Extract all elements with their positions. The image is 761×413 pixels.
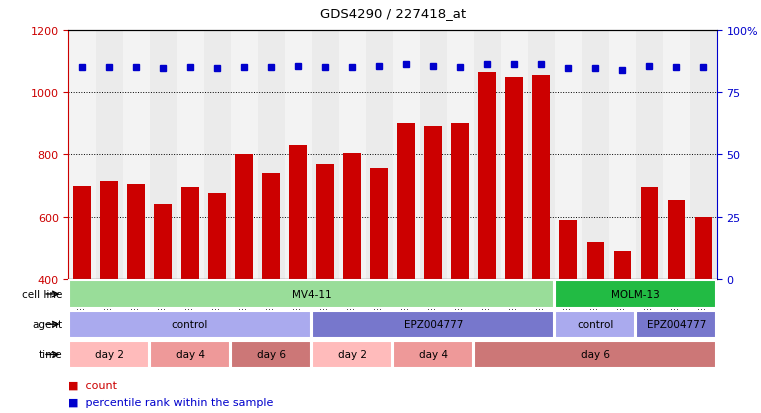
Bar	[425, 127, 442, 279]
Bar	[587, 242, 604, 279]
Bar	[609, 31, 635, 279]
Bar	[257, 31, 285, 279]
Bar	[533, 76, 550, 279]
Bar	[204, 31, 231, 279]
Text: GDS4290 / 227418_at: GDS4290 / 227418_at	[320, 7, 466, 20]
Text: ■  count: ■ count	[68, 380, 117, 390]
Bar	[505, 78, 523, 279]
Bar	[556, 281, 716, 308]
Bar	[555, 31, 581, 279]
Text: ■  percentile rank within the sample: ■ percentile rank within the sample	[68, 397, 274, 407]
Bar	[127, 185, 145, 279]
Bar	[581, 31, 609, 279]
Bar	[312, 311, 554, 338]
Bar	[473, 31, 501, 279]
Bar	[371, 169, 388, 279]
Text: MOLM-13: MOLM-13	[611, 289, 661, 299]
Bar	[613, 251, 631, 279]
Bar	[343, 154, 361, 279]
Bar	[559, 220, 577, 279]
Bar	[667, 200, 685, 279]
Bar	[420, 31, 447, 279]
Bar	[663, 31, 689, 279]
Bar	[150, 341, 230, 368]
Text: agent: agent	[32, 319, 62, 330]
Bar	[393, 31, 419, 279]
Text: time: time	[39, 349, 62, 360]
Bar	[123, 31, 149, 279]
Bar	[96, 31, 123, 279]
Bar	[641, 188, 658, 279]
Bar	[69, 311, 311, 338]
Bar	[289, 146, 307, 279]
Bar	[312, 341, 392, 368]
Bar	[69, 341, 149, 368]
Bar	[689, 31, 717, 279]
Bar	[636, 311, 716, 338]
Bar	[235, 155, 253, 279]
Bar	[263, 174, 280, 279]
Text: day 4: day 4	[419, 349, 447, 360]
Text: day 6: day 6	[256, 349, 285, 360]
Bar	[635, 31, 663, 279]
Bar	[149, 31, 177, 279]
Bar	[339, 31, 365, 279]
Text: day 2: day 2	[338, 349, 367, 360]
Bar	[68, 31, 95, 279]
Bar	[393, 341, 473, 368]
Bar	[311, 31, 339, 279]
Bar	[556, 311, 635, 338]
Bar	[285, 31, 311, 279]
Bar	[209, 194, 226, 279]
Bar	[447, 31, 473, 279]
Text: day 4: day 4	[176, 349, 205, 360]
Text: MV4-11: MV4-11	[291, 289, 332, 299]
Bar	[100, 181, 118, 279]
Text: cell line: cell line	[22, 289, 62, 299]
Text: EPZ004777: EPZ004777	[647, 319, 706, 330]
Bar	[73, 186, 91, 279]
Bar	[231, 341, 311, 368]
Bar	[365, 31, 393, 279]
Text: EPZ004777: EPZ004777	[403, 319, 463, 330]
Text: day 2: day 2	[94, 349, 123, 360]
Text: control: control	[172, 319, 209, 330]
Bar	[231, 31, 257, 279]
Bar	[317, 164, 334, 279]
Bar	[527, 31, 555, 279]
Bar	[181, 188, 199, 279]
Bar	[177, 31, 203, 279]
Bar	[474, 341, 716, 368]
Bar	[695, 217, 712, 279]
Bar	[451, 124, 469, 279]
Bar	[69, 281, 554, 308]
Bar	[154, 205, 172, 279]
Bar	[397, 124, 415, 279]
Text: day 6: day 6	[581, 349, 610, 360]
Bar	[501, 31, 527, 279]
Bar	[479, 73, 496, 279]
Text: control: control	[577, 319, 613, 330]
